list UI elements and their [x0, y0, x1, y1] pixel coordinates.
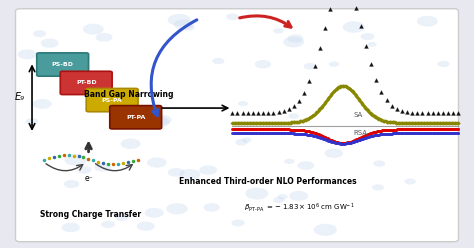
Circle shape — [235, 139, 248, 146]
Circle shape — [438, 61, 450, 67]
Circle shape — [101, 221, 115, 228]
FancyBboxPatch shape — [36, 53, 89, 76]
Circle shape — [62, 223, 80, 232]
Circle shape — [273, 197, 285, 203]
Circle shape — [18, 49, 37, 60]
FancyBboxPatch shape — [16, 9, 458, 242]
Circle shape — [289, 191, 308, 201]
Circle shape — [94, 163, 111, 172]
Circle shape — [115, 214, 129, 221]
Circle shape — [417, 16, 438, 27]
Circle shape — [145, 208, 164, 218]
Circle shape — [77, 166, 91, 174]
Circle shape — [168, 14, 191, 26]
Circle shape — [373, 160, 385, 167]
Circle shape — [325, 148, 343, 158]
Circle shape — [245, 187, 268, 200]
FancyBboxPatch shape — [60, 71, 112, 94]
Circle shape — [120, 139, 141, 149]
Circle shape — [360, 33, 374, 40]
Circle shape — [212, 58, 225, 64]
Text: RSA: RSA — [354, 130, 368, 136]
Text: PT-PA: PT-PA — [126, 115, 146, 120]
Text: SA: SA — [354, 112, 363, 118]
Circle shape — [179, 169, 201, 180]
Text: PT-BD: PT-BD — [76, 80, 97, 85]
Circle shape — [238, 101, 248, 106]
Circle shape — [203, 203, 220, 212]
Circle shape — [166, 203, 188, 215]
Circle shape — [277, 194, 288, 199]
Circle shape — [314, 224, 337, 236]
Text: Band Gap Narrowing: Band Gap Narrowing — [84, 91, 173, 99]
FancyBboxPatch shape — [110, 106, 162, 129]
Circle shape — [343, 21, 365, 33]
Circle shape — [404, 179, 416, 185]
Circle shape — [226, 13, 239, 20]
Circle shape — [273, 28, 284, 34]
Text: E₉: E₉ — [15, 92, 25, 102]
Circle shape — [304, 63, 316, 70]
Circle shape — [65, 72, 86, 82]
Circle shape — [64, 180, 79, 188]
Circle shape — [147, 116, 169, 128]
Circle shape — [33, 30, 46, 37]
Circle shape — [41, 38, 59, 48]
Text: e⁻: e⁻ — [84, 174, 93, 183]
Circle shape — [372, 184, 384, 191]
Text: PS-BD: PS-BD — [52, 62, 73, 67]
Circle shape — [33, 99, 52, 109]
Circle shape — [242, 137, 252, 143]
Circle shape — [96, 33, 113, 42]
Circle shape — [329, 62, 339, 67]
Circle shape — [231, 219, 245, 226]
Circle shape — [199, 165, 217, 175]
Circle shape — [183, 25, 195, 31]
Circle shape — [64, 154, 87, 166]
Text: PS-PA: PS-PA — [102, 98, 122, 103]
Circle shape — [174, 19, 194, 30]
Circle shape — [288, 113, 299, 119]
Circle shape — [26, 118, 38, 124]
Circle shape — [125, 121, 138, 128]
Text: Enhanced Third-order NLO Performances: Enhanced Third-order NLO Performances — [179, 177, 356, 186]
Circle shape — [83, 24, 104, 34]
Circle shape — [287, 34, 303, 43]
Circle shape — [137, 221, 155, 231]
Circle shape — [168, 168, 185, 177]
Text: $\beta_{\mathrm{PT\text{-}PA}}$ $= -1.83\times10^6$ cm GW$^{-1}$: $\beta_{\mathrm{PT\text{-}PA}}$ $= -1.83… — [244, 201, 355, 214]
Circle shape — [147, 157, 167, 168]
Circle shape — [367, 42, 377, 47]
Text: Strong Charge Transfer: Strong Charge Transfer — [40, 210, 141, 219]
Circle shape — [80, 55, 90, 60]
Circle shape — [283, 37, 304, 47]
Circle shape — [152, 115, 172, 125]
Circle shape — [255, 60, 271, 68]
Circle shape — [284, 159, 294, 164]
Circle shape — [298, 161, 314, 170]
FancyBboxPatch shape — [86, 89, 138, 112]
